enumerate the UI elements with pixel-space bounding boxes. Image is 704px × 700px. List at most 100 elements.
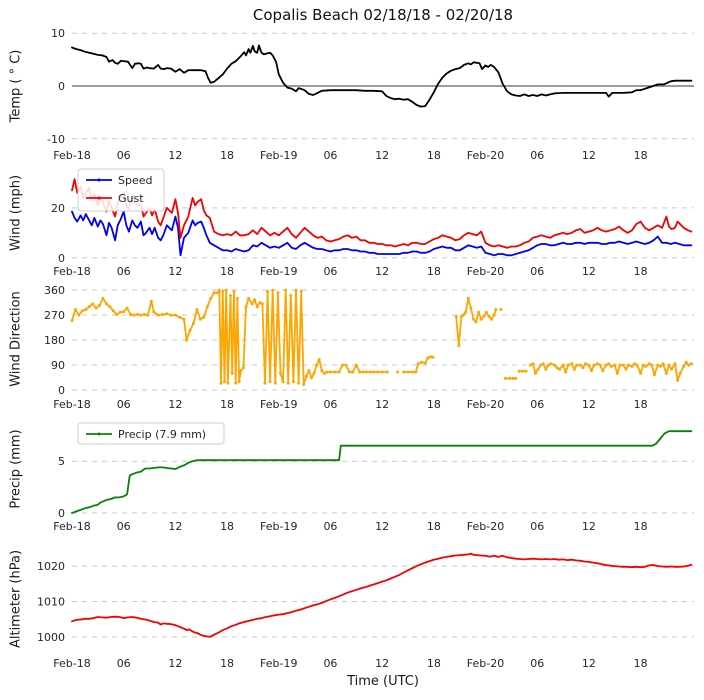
x-tick-label: 18 [427,149,441,162]
y-tick-labels: 0 90 180 270 360 [44,284,65,397]
x-tick-label: 18 [634,520,648,533]
x-tick-label: 18 [634,149,648,162]
chart-temp: 10 0 -10 Feb-18 06 12 18 Feb-19 06 12 18 Feb-20 06 12… [47,27,694,162]
legend-label: Speed [118,174,152,187]
x-tick-label: 12 [168,398,182,411]
y-tick-label: 0 [58,252,65,265]
series-temp [71,44,693,108]
y-tick-label: 20 [51,202,65,215]
x-tick-label: Feb-20 [467,657,504,670]
y-tick-labels: 05 [58,455,65,520]
x-tick-label: 12 [375,657,389,670]
x-tick-label: Feb-19 [260,149,297,162]
x-tick-label: 12 [168,657,182,670]
x-tick-label: Feb-20 [467,398,504,411]
y-tick-label: 0 [58,80,65,93]
series-altimeter [71,552,693,638]
x-tick-label: 18 [427,520,441,533]
legend-label: Gust [118,192,144,205]
x-tick-label: 06 [117,657,131,670]
x-tick-label: 06 [530,149,544,162]
y-tick-label: 180 [44,334,65,347]
x-tick-label: 18 [427,657,441,670]
x-tick-label: Feb-19 [260,265,297,278]
precip-legend: Precip (7.9 mm) [77,422,225,445]
x-tick-label: Feb-20 [467,520,504,533]
x-tick-label: 18 [220,657,234,670]
y-tick-label: -10 [47,133,65,146]
x-tick-label: 06 [530,520,544,533]
x-tick-label: Feb-18 [53,265,90,278]
x-tick-label: 06 [117,520,131,533]
x-tick-label: Feb-18 [53,657,90,670]
x-tick-labels: Feb-18 06 12 18 Feb-19 06 12 18 Feb-20 06 12 18 [53,657,647,670]
x-tick-label: 18 [220,520,234,533]
x-tick-label: 12 [168,520,182,533]
x-tick-label: 12 [375,520,389,533]
y-tick-label: 1020 [37,560,65,573]
y-tick-labels: 0 20 [51,202,65,265]
x-tick-label: 12 [582,398,596,411]
x-tick-labels: Feb-18 06 12 18 Feb-19 06 12 18 Feb-20 06 12 18 [53,520,647,533]
y-tick-label: 5 [58,455,65,468]
x-tick-label: 18 [220,149,234,162]
x-tick-label: 18 [634,265,648,278]
x-tick-label: 06 [323,520,337,533]
x-tick-label: 06 [530,657,544,670]
x-tick-label: 18 [634,657,648,670]
chart-wind: 0 20 Feb-18 06 12 18 Feb-19 06 12 18 Feb-20 06 12 18 S… [51,168,694,278]
y-tick-label: 0 [58,384,65,397]
y-tick-label: 360 [44,284,65,297]
x-tick-label: 06 [323,265,337,278]
x-tick-label: Feb-19 [260,398,297,411]
x-tick-label: 18 [427,265,441,278]
x-tick-label: 06 [530,265,544,278]
x-tick-label: 12 [375,149,389,162]
gridlines [72,565,694,638]
y-tick-label: 1010 [37,595,65,608]
wind-axis-label: Wind (mph) [8,174,24,252]
temp-axis-label: Temp ( ° C) [8,49,24,123]
x-tick-label: 18 [634,398,648,411]
x-tick-label: Feb-20 [467,265,504,278]
x-tick-label: 06 [323,398,337,411]
x-tick-label: Feb-18 [53,398,90,411]
time-axis-label: Time (UTC) [347,674,419,689]
altimeter-axis-label: Altimeter (hPa) [8,549,24,649]
x-tick-label: Feb-18 [53,149,90,162]
x-tick-label: 12 [168,149,182,162]
x-tick-label: 06 [323,657,337,670]
x-tick-labels: Feb-18 06 12 18 Feb-19 06 12 18 Feb-20 06 12 18 [53,149,647,162]
x-tick-label: 18 [220,265,234,278]
x-tick-label: 06 [323,149,337,162]
x-tick-label: 06 [117,149,131,162]
x-tick-label: 18 [220,398,234,411]
y-tick-label: 270 [44,309,65,322]
y-tick-labels: 1000 1010 1020 [37,560,65,644]
x-tick-label: 12 [582,149,596,162]
x-tick-labels: Feb-18 06 12 18 Feb-19 06 12 18 Feb-20 06 12 18 [53,398,647,411]
x-tick-label: 06 [117,265,131,278]
x-tick-label: 12 [168,265,182,278]
x-tick-label: 12 [582,657,596,670]
x-tick-label: Feb-19 [260,657,297,670]
x-tick-label: 12 [375,265,389,278]
x-tick-label: 12 [582,265,596,278]
y-tick-labels: 10 0 -10 [47,27,65,146]
y-tick-label: 0 [58,507,65,520]
series-speed [71,210,693,257]
series-precip-7-9-mm- [71,430,693,514]
figure-title: Copalis Beach 02/18/18 - 02/20/18 [252,6,514,24]
x-tick-label: Feb-18 [53,520,90,533]
y-tick-label: 1000 [37,631,65,644]
wind-direction-axis-label: Wind Direction [8,291,24,387]
series-direction [70,288,693,386]
x-tick-label: 06 [117,398,131,411]
x-tick-label: Feb-20 [467,149,504,162]
x-tick-label: 18 [427,398,441,411]
gridlines [72,207,694,259]
